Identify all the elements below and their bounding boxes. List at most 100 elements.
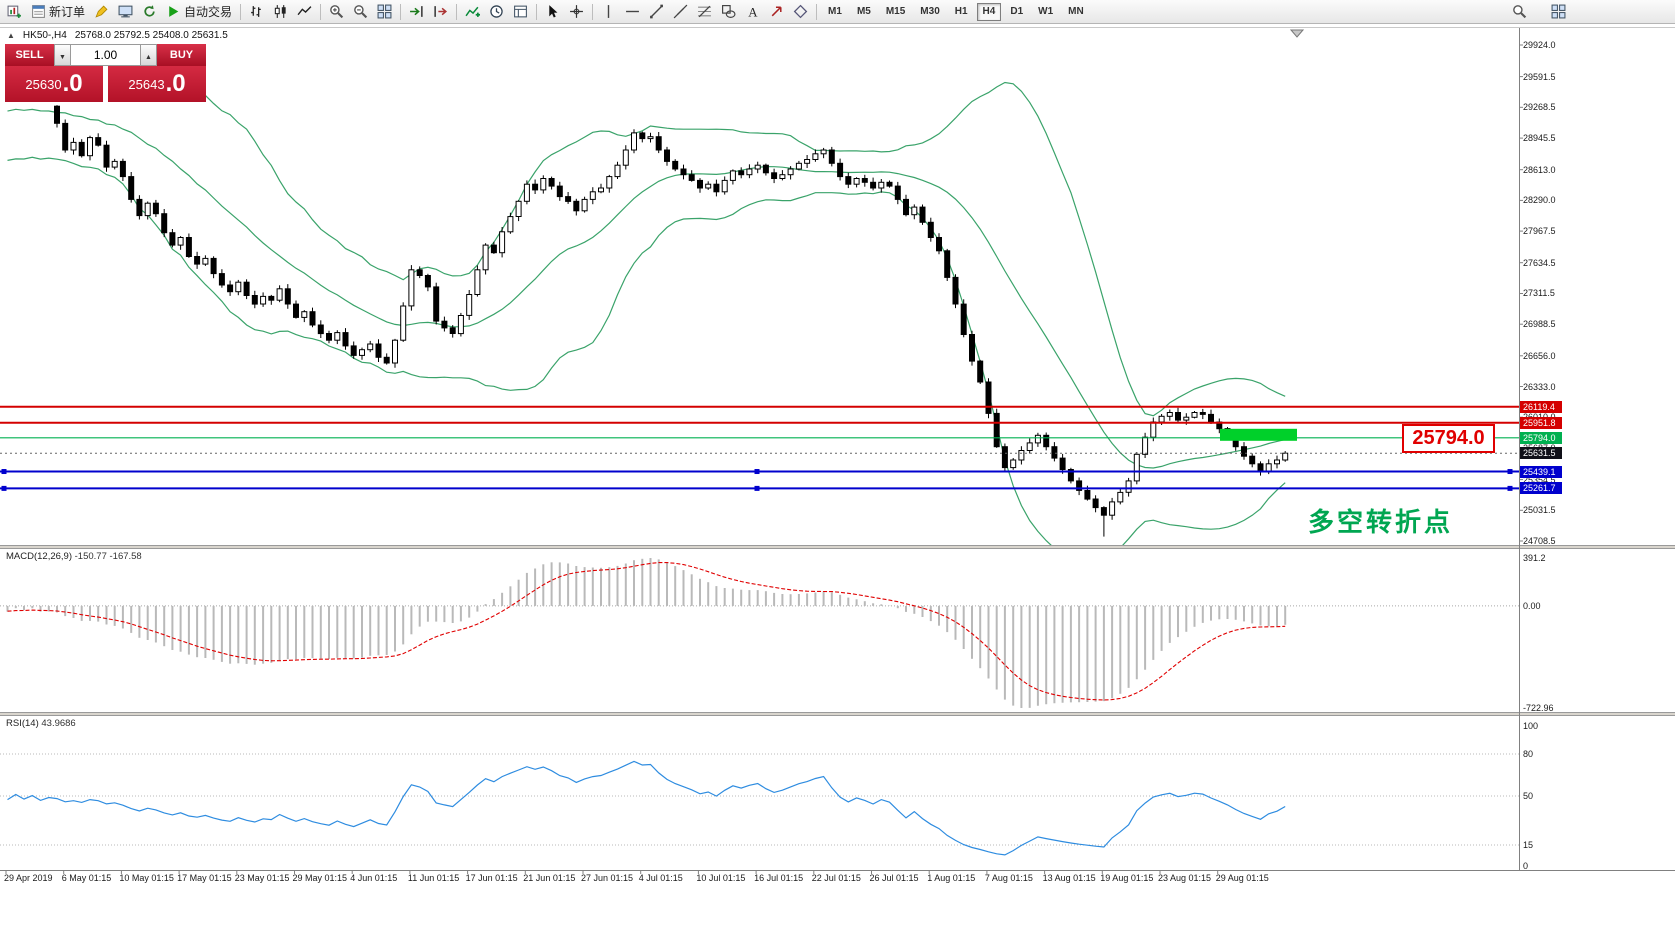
candles-icon	[273, 4, 288, 19]
green-highlight-bar[interactable]	[1220, 428, 1297, 441]
sell-button[interactable]: SELL	[5, 44, 54, 66]
search-button[interactable]	[1508, 2, 1531, 22]
auto-scroll-button[interactable]	[405, 2, 428, 22]
timeframe-h4-button[interactable]: H4	[976, 2, 1002, 21]
support-line-2-handle[interactable]	[754, 485, 760, 491]
draw-text-button[interactable]: A	[741, 2, 764, 22]
crosshair-button[interactable]	[565, 2, 588, 22]
crosshair-icon	[569, 4, 584, 19]
timeframe-m15-button[interactable]: M15	[885, 6, 906, 17]
terminal-button[interactable]	[114, 2, 137, 22]
timeframe-m30-button[interactable]: M30	[920, 6, 940, 17]
draw-channel-button[interactable]	[669, 2, 692, 22]
draw-vline-button[interactable]	[597, 2, 620, 22]
autotrading-button[interactable]: 自动交易	[162, 2, 236, 22]
zoom-in-button[interactable]	[325, 2, 348, 22]
arrow-up-icon	[145, 46, 152, 64]
toolbar-separator	[816, 3, 818, 20]
new-chart-button[interactable]	[3, 2, 26, 22]
support-line-1-handle[interactable]	[1, 469, 7, 475]
trade-panel-prices: 25630.0 25643.0	[5, 66, 206, 102]
new-order-button[interactable]: 新订单	[27, 2, 89, 22]
channel-icon	[673, 4, 688, 19]
terminal-icon	[118, 4, 133, 19]
zoom-in-icon	[329, 4, 344, 19]
objects-list-button[interactable]	[789, 2, 812, 22]
refresh-button[interactable]	[138, 2, 161, 22]
line-chart-icon	[297, 4, 312, 19]
trade-panel-divider	[103, 66, 108, 102]
sell-price-display[interactable]: 25630.0	[5, 66, 103, 102]
rsi-indicator-label: RSI(14) 43.9686	[6, 718, 76, 729]
fibonacci-icon	[697, 4, 712, 19]
chart-shift-marker[interactable]	[1289, 29, 1305, 38]
macd-name: MACD(12,26,9)	[6, 551, 72, 562]
cursor-button[interactable]	[541, 2, 564, 22]
support-line-1-handle[interactable]	[1507, 469, 1513, 475]
arrows-icon	[769, 4, 784, 19]
toolbar-separator	[536, 3, 538, 20]
hline-icon	[625, 4, 640, 19]
window-layout-button[interactable]	[1547, 2, 1570, 22]
rsi-value: 43.9686	[41, 718, 76, 729]
line-chart-button[interactable]	[293, 2, 316, 22]
volume-input[interactable]	[71, 44, 140, 66]
chart-shift-button[interactable]	[429, 2, 452, 22]
templates-button[interactable]	[509, 2, 532, 22]
chart-shift-icon	[433, 4, 448, 19]
toolbar-separator	[240, 3, 242, 20]
chart-ohlc-values: 25768.0 25792.5 25408.0 25631.5	[74, 30, 228, 41]
buy-button[interactable]: BUY	[157, 44, 206, 66]
turning-point-text[interactable]: 多空转折点	[1308, 507, 1454, 537]
timeframe-w1-button[interactable]: W1	[1038, 6, 1054, 17]
macd-panel-plot	[0, 558, 1519, 708]
tile-windows-button[interactable]	[373, 2, 396, 22]
tile-windows-icon	[377, 4, 392, 19]
horizontal-line-objects	[0, 405, 1519, 491]
timeframe-d1-button[interactable]: D1	[1010, 6, 1024, 17]
draw-arrows-button[interactable]	[765, 2, 788, 22]
draw-trendline-button[interactable]	[645, 2, 668, 22]
timeframe-h1-button[interactable]: H1	[954, 6, 968, 17]
indicators-button[interactable]	[461, 2, 484, 22]
volume-increase-button[interactable]	[140, 44, 157, 66]
bar-chart-button[interactable]	[245, 2, 268, 22]
volume-decrease-button[interactable]	[54, 44, 71, 66]
draw-fibonacci-button[interactable]	[693, 2, 716, 22]
one-click-collapse-icon[interactable]	[7, 30, 15, 41]
periods-button[interactable]	[485, 2, 508, 22]
support-line-2-handle[interactable]	[1, 485, 7, 491]
macd-values: -150.77 -167.58	[74, 551, 142, 562]
vline-icon	[601, 4, 616, 19]
draw-shapes-button[interactable]	[717, 2, 740, 22]
price-callout-box[interactable]: 25794.0	[1402, 424, 1495, 453]
trade-panel-controls: SELL BUY	[5, 44, 206, 66]
one-click-trading-panel: SELL BUY 25630.0 25643.0	[5, 44, 206, 102]
candlesticks	[54, 105, 1289, 537]
new-order-button-label: 新订单	[49, 5, 86, 19]
draw-hline-button[interactable]	[621, 2, 644, 22]
rsi-line	[7, 760, 1286, 856]
tile-windows-icon	[1551, 4, 1566, 19]
timeframe-m1-button[interactable]: M1	[828, 6, 842, 17]
cursor-icon	[545, 4, 560, 19]
bollinger-bands	[7, 59, 1286, 545]
indicators-icon	[465, 4, 481, 19]
support-line-2-handle[interactable]	[1507, 485, 1513, 491]
objects-icon	[793, 4, 808, 19]
candle-chart-button[interactable]	[269, 2, 292, 22]
toolbar-right-group	[1508, 2, 1570, 22]
timeframe-mn-button[interactable]: MN	[1068, 6, 1084, 17]
zoom-out-button[interactable]	[349, 2, 372, 22]
chart-title-bar: HK50-,H4 25768.0 25792.5 25408.0 25631.5	[7, 30, 228, 41]
panel-splitter[interactable]	[0, 712, 1675, 716]
templates-icon	[513, 4, 528, 19]
macd-signal-line	[7, 562, 1286, 701]
periods-icon	[489, 4, 504, 19]
support-line-1-handle[interactable]	[754, 469, 760, 475]
metaeditor-button[interactable]	[90, 2, 113, 22]
timeframe-m5-button[interactable]: M5	[856, 6, 871, 17]
buy-price-display[interactable]: 25643.0	[108, 66, 206, 102]
panel-splitter[interactable]	[0, 545, 1675, 549]
